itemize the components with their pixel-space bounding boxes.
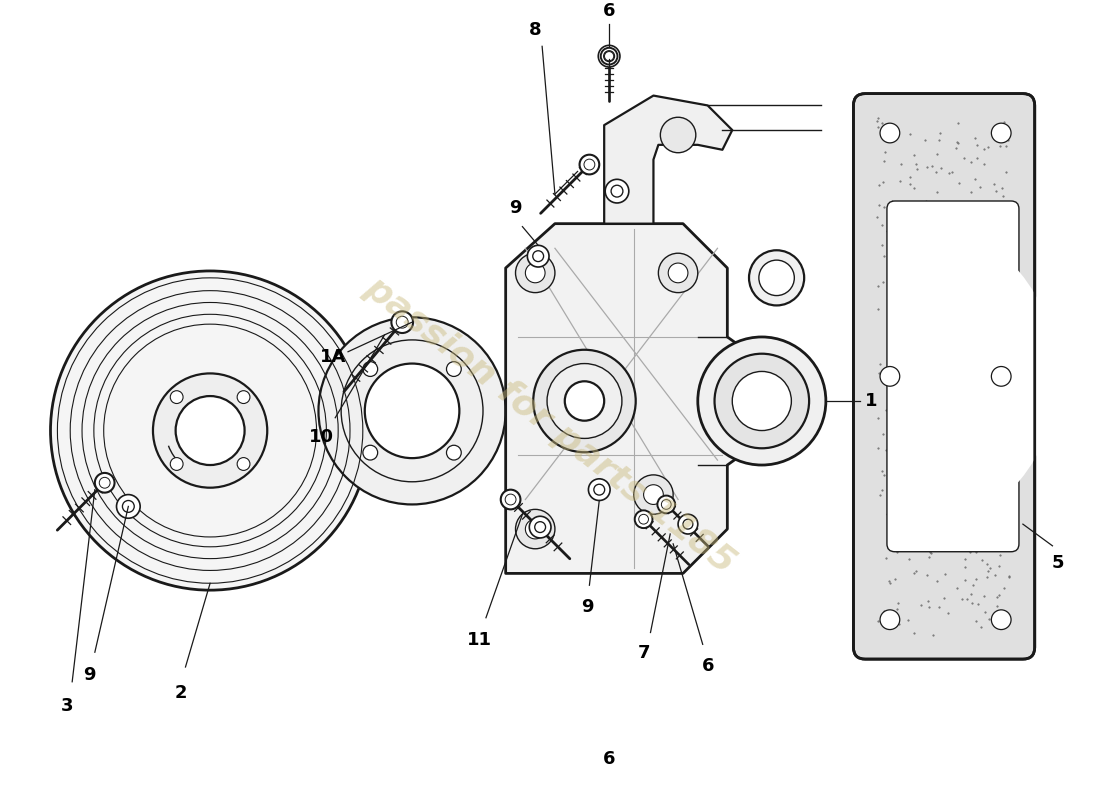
Circle shape [238,390,250,403]
FancyBboxPatch shape [854,94,1035,659]
Circle shape [749,250,804,306]
Circle shape [122,501,134,512]
Text: 9: 9 [509,198,521,217]
Polygon shape [604,95,733,224]
Circle shape [660,118,696,153]
Polygon shape [506,224,762,574]
Circle shape [697,337,826,465]
Text: 1A: 1A [320,348,346,366]
Circle shape [658,495,675,514]
Text: 9: 9 [82,666,96,684]
Circle shape [580,154,600,174]
Circle shape [759,260,794,295]
Circle shape [601,48,617,65]
Circle shape [605,179,629,203]
Circle shape [634,475,673,514]
Wedge shape [894,216,1057,537]
Circle shape [447,362,461,377]
Circle shape [594,484,605,495]
Circle shape [529,516,551,538]
Circle shape [170,458,183,470]
Circle shape [238,458,250,470]
Text: 1: 1 [866,392,878,410]
Circle shape [170,390,183,403]
Circle shape [715,354,810,448]
Text: passion for parts 1185: passion for parts 1185 [359,270,741,581]
Text: 6: 6 [603,750,615,768]
Circle shape [363,362,377,377]
Circle shape [733,371,791,430]
Circle shape [635,510,652,528]
Circle shape [447,446,461,460]
Circle shape [526,519,546,539]
Circle shape [683,519,693,529]
Text: 3: 3 [60,697,74,714]
FancyBboxPatch shape [887,201,1019,552]
Circle shape [95,473,114,493]
Circle shape [644,485,663,505]
Circle shape [564,382,604,421]
Text: 5: 5 [1052,554,1064,572]
Circle shape [534,350,636,452]
Circle shape [880,366,900,386]
Circle shape [319,318,506,505]
Circle shape [547,363,622,438]
Circle shape [598,46,620,67]
Circle shape [527,246,549,267]
Circle shape [991,610,1011,630]
Text: 11: 11 [466,630,492,649]
Circle shape [117,494,140,518]
Text: 7: 7 [637,644,650,662]
Circle shape [588,479,610,501]
Circle shape [880,123,900,143]
Circle shape [659,254,697,293]
Circle shape [500,490,520,510]
Circle shape [532,250,543,262]
Text: 8: 8 [529,22,541,39]
Circle shape [516,510,554,549]
Circle shape [516,254,554,293]
Circle shape [604,50,615,62]
Circle shape [153,374,267,488]
Text: 10: 10 [309,427,334,446]
Circle shape [363,446,377,460]
Circle shape [392,311,414,333]
Text: 2: 2 [174,684,187,702]
Circle shape [880,610,900,630]
Text: 6: 6 [603,2,615,20]
Text: 6: 6 [702,657,714,675]
Circle shape [678,514,697,534]
Circle shape [612,186,623,197]
Circle shape [51,271,370,590]
Text: 9: 9 [581,598,594,616]
Circle shape [991,123,1011,143]
Circle shape [535,522,546,533]
Circle shape [668,263,688,282]
Circle shape [526,263,546,282]
Circle shape [365,363,460,458]
Circle shape [991,366,1011,386]
Circle shape [176,396,244,465]
